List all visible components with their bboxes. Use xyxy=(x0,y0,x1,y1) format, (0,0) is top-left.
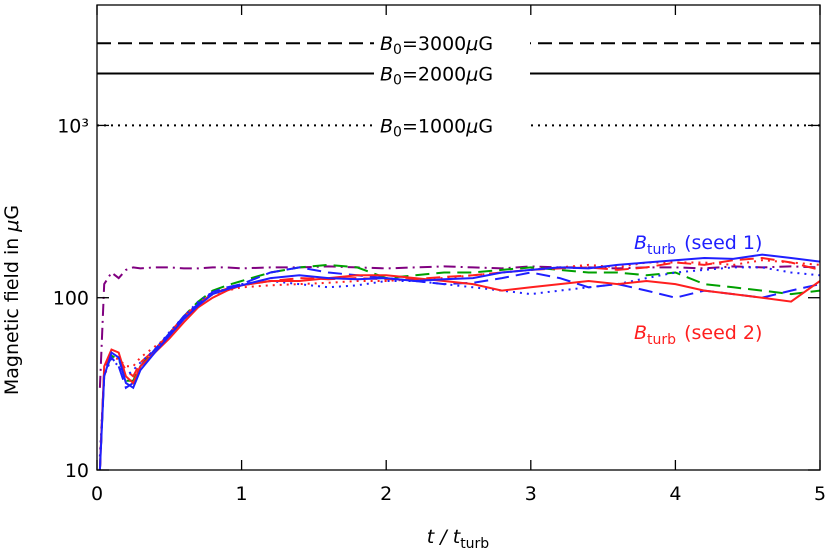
symbol: B xyxy=(380,64,393,86)
series-line xyxy=(98,253,820,470)
plot-frame xyxy=(96,4,821,471)
reference-label: B0=2000μG xyxy=(380,64,493,89)
label-background xyxy=(374,114,530,137)
unit: G xyxy=(478,33,493,55)
subscript: 0 xyxy=(393,124,402,140)
series-line xyxy=(98,256,820,470)
series-line xyxy=(98,265,820,388)
value-text: =2000 xyxy=(402,64,466,86)
subscript: turb xyxy=(647,332,676,348)
symbol: B xyxy=(380,33,393,55)
annotation: Bturb (seed 2) xyxy=(634,322,762,348)
series-line xyxy=(98,274,820,470)
y-axis-label: Magnetic field in μG xyxy=(1,205,23,395)
mu: μ xyxy=(465,33,478,55)
label-background xyxy=(374,62,530,85)
unit: G xyxy=(478,115,493,137)
value-text: =3000 xyxy=(402,33,466,55)
x-tick-label: 4 xyxy=(669,483,681,505)
y-tick-label: 10³ xyxy=(57,115,89,137)
subscript: 0 xyxy=(393,73,402,89)
x-tick-label: 3 xyxy=(525,483,537,505)
annotation-text: (seed 2) xyxy=(684,322,762,344)
y-label-text: Magnetic field in xyxy=(1,232,23,395)
x-tick-label: 0 xyxy=(91,483,103,505)
series-line xyxy=(98,266,820,470)
y-label-mu: μ xyxy=(1,220,23,233)
y-tick-label: 10 xyxy=(65,460,89,482)
symbol: B xyxy=(634,322,647,344)
y-tick-label: 100 xyxy=(53,288,89,310)
x-axis-label: t / tturb xyxy=(427,526,490,552)
x-label-sub: turb xyxy=(460,536,489,552)
subscript: 0 xyxy=(393,42,402,58)
annotation: Bturb (seed 1) xyxy=(634,232,762,258)
value-text: =1000 xyxy=(402,115,466,137)
x-tick-label: 2 xyxy=(380,483,392,505)
x-tick-label: 1 xyxy=(236,483,248,505)
symbol: B xyxy=(380,115,393,137)
reference-label: B0=3000μG xyxy=(380,33,493,58)
reference-label: B0=1000μG xyxy=(380,115,493,140)
annotation-text: (seed 1) xyxy=(684,232,762,254)
unit: G xyxy=(478,64,493,86)
y-label-unit: G xyxy=(1,205,23,220)
label-background xyxy=(374,32,530,55)
series-line xyxy=(98,263,820,470)
series-line xyxy=(98,259,820,457)
symbol: B xyxy=(634,232,647,254)
plot-area xyxy=(98,253,820,470)
mu: μ xyxy=(465,64,478,86)
mu: μ xyxy=(465,115,478,137)
subscript: turb xyxy=(647,242,676,258)
x-label-text: t / t xyxy=(427,526,462,548)
x-tick-label: 5 xyxy=(814,483,826,505)
